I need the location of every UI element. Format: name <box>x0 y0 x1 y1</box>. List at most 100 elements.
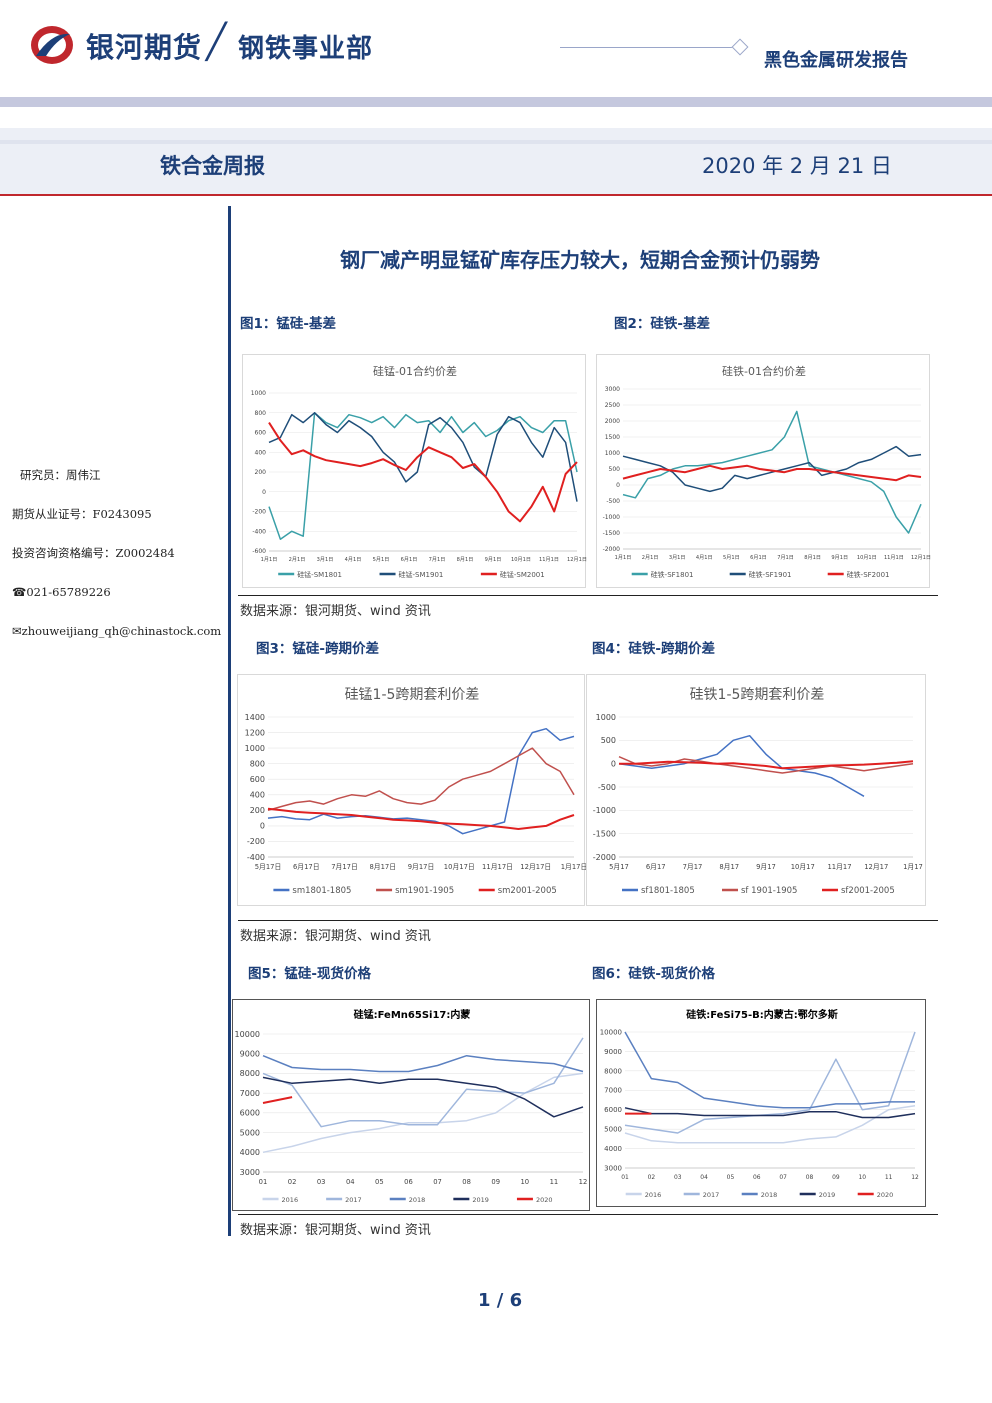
x-tick-label: 02 <box>648 1174 656 1181</box>
chart-sm-spot: 硅锰:FeMn65Si17:内蒙 10000 9000 8000 7000 6000 500… <box>232 999 590 1211</box>
researcher-name: 研究员：周伟江 <box>20 467 101 482</box>
x-tick-label: 6月1日 <box>750 555 767 561</box>
chart-title: 硅锰1-5跨期套利价差 <box>345 687 480 703</box>
x-tick-label: 9月1日 <box>485 557 502 563</box>
x-tick-label: 08 <box>462 1178 471 1186</box>
x-tick-label: 07 <box>779 1174 787 1181</box>
fig1-label: 图1：锰硅-基差 <box>240 316 336 332</box>
chart-title: 硅铁:FeSi75-B:内蒙古:鄂尔多斯 <box>686 1008 838 1021</box>
chart-sm-spread: 硅锰1-5跨期套利价差 1400 1200 1000 800 600 400 200 0 -200… <box>237 674 586 906</box>
y-tick-label: 0 <box>611 759 616 768</box>
y-tick-label: 1000 <box>596 713 616 722</box>
y-tick-label: 5000 <box>240 1128 260 1137</box>
y-tick-label: 7000 <box>604 1087 622 1095</box>
legend-label: 硅锰-SM2001 <box>500 570 545 579</box>
legend-label: sm1801-1805 <box>292 886 351 896</box>
fig3-label: 图3：锰硅-跨期价差 <box>256 641 379 657</box>
x-tick-label: 05 <box>727 1174 735 1181</box>
source-note-2: 数据来源：银河期货、wind 资讯 <box>240 929 431 944</box>
y-tick-label: 8000 <box>604 1067 622 1075</box>
x-tick-label: 08 <box>806 1174 814 1181</box>
x-tick-label: 6月17日 <box>293 863 320 871</box>
x-tick-label: 10月1日 <box>857 555 877 561</box>
email-link[interactable]: ✉zhouweijiang_qh@chinastock.com <box>12 623 222 638</box>
x-tick-label: 09 <box>832 1174 840 1181</box>
fig6-label: 图6：硅铁-现货价格 <box>592 966 715 982</box>
x-tick-label: 02 <box>288 1178 297 1186</box>
rule-2 <box>238 920 938 921</box>
x-tick-label: 04 <box>700 1174 708 1181</box>
legend-label: 硅锰-SM1901 <box>399 570 444 579</box>
y-tick-label: 4000 <box>604 1145 622 1153</box>
series-line <box>262 1054 584 1073</box>
x-tick-label: 5月1日 <box>373 557 390 563</box>
y-tick-label: -2000 <box>593 853 616 862</box>
chart-title: 硅铁-01合约价差 <box>722 364 806 378</box>
x-tick-label: 1月17日 <box>561 863 586 871</box>
x-tick-label: 10月17日 <box>444 863 475 871</box>
y-tick-label: -600 <box>252 548 266 555</box>
y-tick-label: 800 <box>250 759 265 768</box>
x-tick-label: 10 <box>520 1178 529 1186</box>
x-tick-label: 03 <box>674 1174 682 1181</box>
series-line <box>262 1072 584 1154</box>
y-tick-label: 600 <box>255 430 267 437</box>
series-line <box>622 464 922 482</box>
source-note-1: 数据来源：银河期货、wind 资讯 <box>240 604 431 619</box>
y-tick-label: 8000 <box>240 1069 260 1078</box>
x-tick-label: 06 <box>753 1174 761 1181</box>
legend-label: 2017 <box>703 1191 720 1199</box>
y-tick-label: 6000 <box>240 1109 260 1118</box>
x-tick-label: 12 <box>579 1178 588 1186</box>
legend-label: 硅铁-SF2001 <box>847 570 890 579</box>
legend-label: 2016 <box>645 1191 662 1199</box>
chart-sf-spot: 硅铁:FeSi75-B:内蒙古:鄂尔多斯 10000 9000 8000 7000 600… <box>596 999 926 1207</box>
y-tick-label: 1000 <box>251 390 266 397</box>
y-tick-label: 400 <box>250 791 265 800</box>
series-line <box>618 734 865 797</box>
y-tick-label: 2500 <box>605 402 620 409</box>
x-tick-label: 10月17 <box>791 863 815 871</box>
rule-1 <box>238 595 938 596</box>
x-tick-label: 2月1日 <box>642 555 659 561</box>
x-tick-label: 06 <box>404 1178 413 1186</box>
x-tick-label: 6月1日 <box>401 557 418 563</box>
report-headline: 钢厂减产明显锰矿库存压力较大，短期合金预计仍弱势 <box>340 248 820 272</box>
x-tick-label: 3月1日 <box>317 557 334 563</box>
x-tick-label: 12月1日 <box>567 557 587 563</box>
legend-label: 2018 <box>761 1191 778 1199</box>
legend-label: sf2001-2005 <box>841 886 895 896</box>
x-tick-label: 8月17日 <box>369 863 396 871</box>
x-tick-label: 01 <box>621 1174 629 1181</box>
legend-label: sf1801-1805 <box>641 886 695 896</box>
y-tick-label: 0 <box>260 822 265 831</box>
x-tick-label: 11月17日 <box>482 863 513 871</box>
chart-sm-basis: 硅锰-01合约价差 1000 800 600 400 200 0 -200 -400 -600 1月… <box>242 354 587 588</box>
y-tick-label: -200 <box>252 509 266 516</box>
series-line <box>618 756 914 774</box>
legend-label: 2017 <box>345 1196 362 1204</box>
x-tick-label: 8月1日 <box>457 557 474 563</box>
y-tick-label: -1000 <box>603 514 621 521</box>
fig2-label: 图2：硅铁-基差 <box>614 316 710 332</box>
x-tick-label: 8月17 <box>719 863 739 871</box>
title-band-stripe <box>0 140 992 144</box>
series-line <box>622 410 922 534</box>
y-tick-label: 600 <box>250 775 265 784</box>
x-tick-label: 11 <box>550 1178 559 1186</box>
x-tick-label: 04 <box>346 1178 355 1186</box>
y-tick-label: -500 <box>598 783 616 792</box>
y-tick-label: 3000 <box>240 1168 260 1177</box>
page-number: 1 / 6 <box>478 1290 523 1311</box>
y-tick-label: 1500 <box>605 434 620 441</box>
author-sidebar: 研究员：周伟江 期货从业证号：F0243095 投资咨询资格编号：Z000248… <box>12 455 222 650</box>
fig4-label: 图4：硅铁-跨期价差 <box>592 641 715 657</box>
series-line <box>624 1031 915 1109</box>
legend-label: sm2001-2005 <box>498 886 557 896</box>
legend-label: 2018 <box>409 1196 426 1204</box>
header-band <box>0 97 992 107</box>
x-tick-label: 10月1日 <box>511 557 531 563</box>
legend-label: 2019 <box>819 1191 836 1199</box>
x-tick-label: 11 <box>885 1174 893 1181</box>
y-tick-label: 0 <box>262 489 266 496</box>
